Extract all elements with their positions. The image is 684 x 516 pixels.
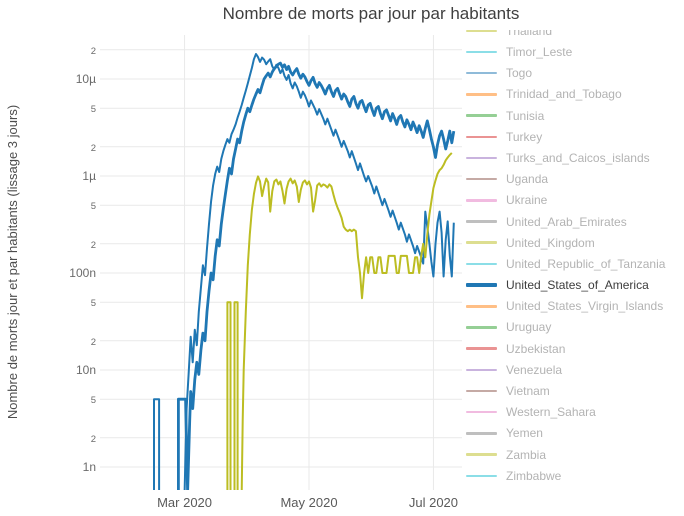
- legend: Thailand Timor_Leste Togo Trinidad_and_Toba…: [466, 30, 680, 512]
- legend-item-label: United_States_of_America: [506, 278, 649, 293]
- legend-item-Turks_and_Caicos_islands[interactable]: Turks_and_Caicos_islands: [466, 148, 650, 168]
- legend-line-sample: [466, 326, 497, 329]
- legend-item-Thailand[interactable]: Thailand: [466, 30, 552, 41]
- legend-item-label: Trinidad_and_Tobago: [506, 87, 622, 102]
- legend-item-Trinidad_and_Tobago[interactable]: Trinidad_and_Tobago: [466, 84, 622, 104]
- legend-item-label: Uruguay: [506, 320, 552, 335]
- legend-item-label: Uzbekistan: [506, 341, 566, 356]
- legend-line-sample: [466, 114, 497, 117]
- legend-item-label: Zimbabwe: [506, 468, 562, 483]
- legend-item-United_Arab_Emirates[interactable]: United_Arab_Emirates: [466, 212, 627, 232]
- legend-line-sample: [466, 347, 497, 350]
- legend-line-sample: [466, 177, 497, 181]
- legend-line-sample: [466, 283, 497, 287]
- y-tick-label: 10n: [76, 363, 96, 377]
- y-tick-label: 100n: [69, 266, 96, 280]
- legend-item-Yemen[interactable]: Yemen: [466, 423, 543, 443]
- legend-item-label: Uganda: [506, 172, 549, 187]
- x-tick-label: Jul 2020: [409, 495, 458, 510]
- legend-item-Tunisia[interactable]: Tunisia: [466, 106, 544, 126]
- y-tick-label: 2: [91, 46, 96, 57]
- legend-item-Timor_Leste[interactable]: Timor_Leste: [466, 42, 572, 62]
- legend-item-label: Vietnam: [506, 384, 550, 399]
- y-tick-label: 2: [91, 240, 96, 251]
- legend-line-sample: [466, 30, 497, 33]
- legend-item-United_States_of_America[interactable]: United_States_of_America: [466, 275, 649, 295]
- legend-item-label: Venezuela: [506, 362, 563, 377]
- legend-item-label: Zambia: [506, 447, 547, 462]
- legend-line-sample: [466, 410, 497, 414]
- legend-line-sample: [466, 389, 497, 393]
- legend-line-sample: [466, 241, 497, 244]
- legend-item-label: United_States_Virgin_Islands: [506, 299, 664, 314]
- legend-item-Uruguay[interactable]: Uruguay: [466, 317, 551, 337]
- legend-item-Uganda[interactable]: Uganda: [466, 169, 548, 189]
- legend-line-sample: [466, 71, 497, 75]
- legend-item-Vietnam[interactable]: Vietnam: [466, 381, 550, 401]
- legend-item-Uzbekistan[interactable]: Uzbekistan: [466, 339, 565, 359]
- x-tick-label: May 2020: [280, 495, 337, 510]
- series-line-unlabeled_olive_country: [226, 152, 453, 490]
- y-tick-label: 1µ: [82, 169, 96, 183]
- y-tick-label: 5: [91, 298, 96, 309]
- series-line-unlabeled_blue_country: [153, 53, 455, 490]
- legend-item-label: Thailand: [506, 30, 553, 38]
- x-tick-label: Mar 2020: [157, 495, 212, 510]
- legend-line-sample: [466, 453, 497, 456]
- legend-item-label: Western_Sahara: [506, 405, 596, 420]
- y-tick-label: 2: [91, 143, 96, 154]
- series-line-United_States_of_America: [177, 61, 456, 490]
- legend-line-sample: [466, 262, 497, 266]
- legend-item-label: Tunisia: [506, 108, 545, 123]
- legend-line-sample: [466, 305, 497, 308]
- legend-line-sample: [466, 135, 497, 138]
- legend-item-Zimbabwe[interactable]: Zimbabwe: [466, 466, 561, 486]
- y-tick-label: 5: [91, 201, 96, 212]
- legend-item-United_States_Virgin_Islands[interactable]: United_States_Virgin_Islands: [466, 296, 663, 316]
- legend-item-Togo[interactable]: Togo: [466, 63, 532, 83]
- legend-line-sample: [466, 93, 497, 96]
- legend-item-label: Yemen: [506, 426, 543, 441]
- legend-item-label: Turkey: [506, 129, 543, 144]
- legend-item-United_Republic_of_Tanzania[interactable]: United_Republic_of_Tanzania: [466, 254, 665, 274]
- y-tick-label: 2: [91, 337, 96, 348]
- y-tick-label: 2: [91, 434, 96, 445]
- legend-line-sample: [466, 474, 497, 478]
- legend-item-Venezuela[interactable]: Venezuela: [466, 360, 562, 380]
- legend-item-label: United_Kingdom: [506, 235, 595, 250]
- legend-item-Ukraine[interactable]: Ukraine: [466, 190, 547, 210]
- legend-item-label: Togo: [506, 66, 533, 81]
- legend-item-Western_Sahara[interactable]: Western_Sahara: [466, 402, 596, 422]
- legend-item-label: Turks_and_Caicos_islands: [506, 150, 650, 165]
- legend-item-label: United_Republic_of_Tanzania: [506, 256, 666, 271]
- legend-item-label: United_Arab_Emirates: [506, 214, 627, 229]
- legend-line-sample: [466, 220, 497, 223]
- legend-line-sample: [466, 156, 497, 160]
- legend-line-sample: [466, 368, 497, 372]
- legend-line-sample: [466, 432, 497, 435]
- y-tick-label: 5: [91, 104, 96, 115]
- legend-item-label: Ukraine: [506, 193, 548, 208]
- chart-title: Nombre de morts par jour par habitants: [222, 4, 520, 23]
- legend-item-Turkey[interactable]: Turkey: [466, 127, 542, 147]
- legend-line-sample: [466, 50, 497, 54]
- y-tick-label: 1n: [83, 460, 96, 474]
- legend-item-Zambia[interactable]: Zambia: [466, 445, 546, 465]
- y-tick-label: 5: [91, 395, 96, 406]
- y-tick-label: 10µ: [76, 72, 96, 86]
- legend-item-label: Timor_Leste: [506, 44, 573, 59]
- legend-item-United_Kingdom[interactable]: United_Kingdom: [466, 233, 595, 253]
- legend-line-sample: [466, 199, 497, 202]
